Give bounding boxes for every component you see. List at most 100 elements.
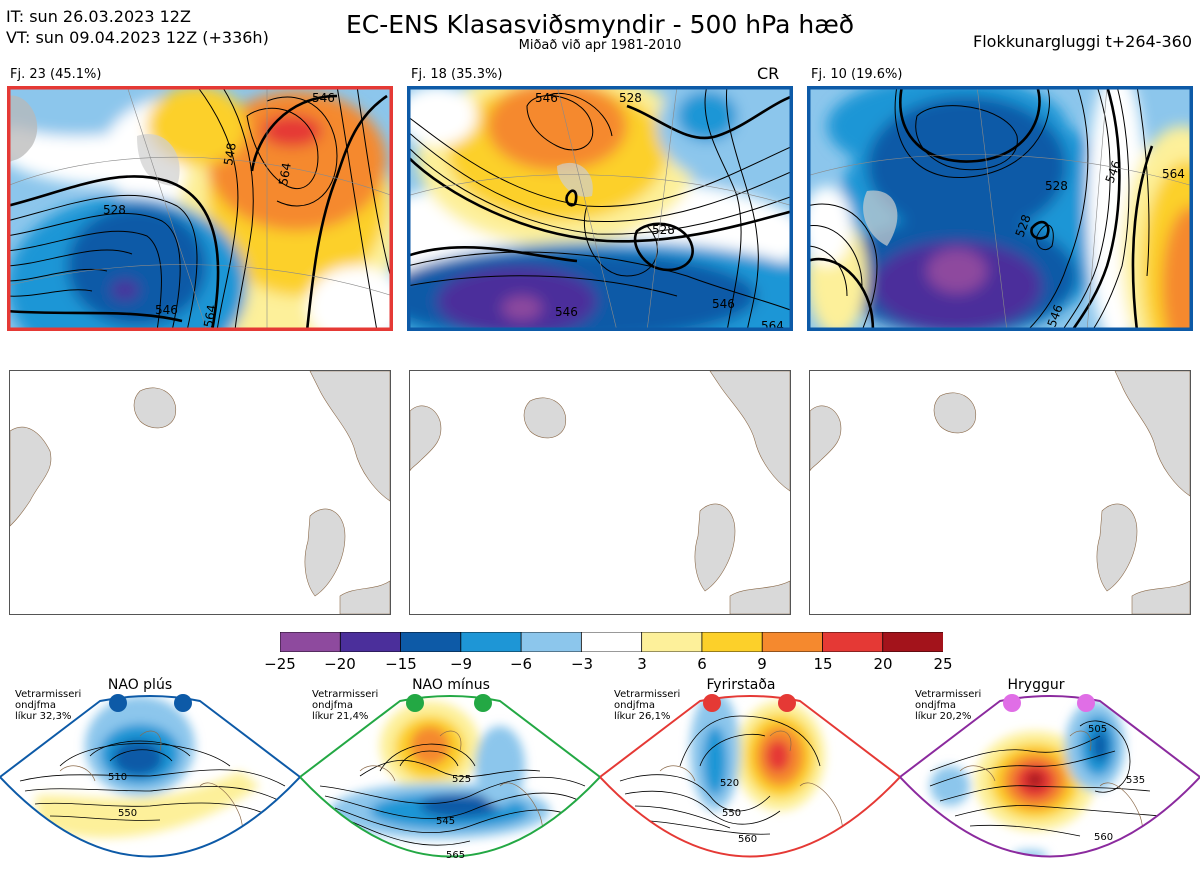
colorbar-tick: −9 bbox=[449, 655, 473, 673]
cluster-1-land-map[interactable] bbox=[9, 370, 391, 615]
colorbar-swatch bbox=[641, 631, 703, 653]
regime-blocking-dot-right bbox=[778, 694, 796, 712]
regime-nao-minus[interactable]: 525 545 565 bbox=[298, 676, 602, 871]
colorbar-swatch bbox=[701, 631, 764, 653]
colorbar-swatch bbox=[400, 631, 462, 653]
regime-blocking-prob: Vetrarmisseri ondjfma líkur 26,1% bbox=[614, 689, 680, 722]
contour-label: 546 bbox=[312, 91, 335, 105]
regime-nao-plus[interactable]: 510 550 bbox=[0, 676, 302, 871]
colorbar-swatch bbox=[882, 631, 944, 653]
valid-time: VT: sun 09.04.2023 12Z (+336h) bbox=[6, 28, 269, 47]
regime-season: Vetrarmisseri bbox=[312, 689, 379, 700]
regime-blocking-border bbox=[598, 695, 902, 858]
regime-ridge-name: Hryggur bbox=[1007, 677, 1065, 693]
colorbar-tick: 9 bbox=[757, 655, 767, 673]
regime-level: ondjfma bbox=[915, 700, 956, 711]
colorbar-tick: 25 bbox=[933, 655, 953, 673]
classification-window: Flokkunargluggi t+264-360 bbox=[973, 32, 1192, 51]
cluster-3-map[interactable]: 528 528 546 564 546 bbox=[807, 86, 1193, 331]
regime-contour-label: 545 bbox=[436, 816, 455, 827]
cluster-1-map[interactable]: 528 546 546 548 564 564 bbox=[7, 86, 393, 331]
colorbar-tick: 3 bbox=[637, 655, 647, 673]
init-time: IT: sun 26.03.2023 12Z bbox=[6, 7, 191, 26]
contour-label: 546 bbox=[155, 303, 178, 317]
regime-contour-label: 520 bbox=[720, 778, 739, 789]
regime-nao-plus-prob: Vetrarmisseri ondjfma líkur 32,3% bbox=[15, 689, 81, 722]
regime-contour-label: 505 bbox=[1088, 724, 1107, 735]
regime-nao-minus-border bbox=[298, 695, 602, 858]
regime-contour-label: 560 bbox=[738, 834, 757, 845]
regime-probability: líkur 21,4% bbox=[312, 711, 369, 722]
colorbar-swatch bbox=[460, 631, 522, 653]
cluster-1-label: Fj. 23 (45.1%) bbox=[10, 67, 102, 82]
colorbar-tick: −15 bbox=[385, 655, 417, 673]
cluster-2-land-map[interactable] bbox=[409, 370, 791, 615]
regime-level: ondjfma bbox=[15, 700, 56, 711]
regime-contour-label: 535 bbox=[1126, 775, 1145, 786]
colorbar-tick: 20 bbox=[873, 655, 893, 673]
colorbar-tick: −3 bbox=[570, 655, 594, 673]
contour-label: 528 bbox=[1045, 179, 1068, 193]
contour-label: 546 bbox=[712, 297, 735, 311]
contour-label: 528 bbox=[619, 91, 642, 105]
page-subtitle: Miðað við apr 1981-2010 bbox=[518, 38, 682, 53]
regime-ridge-prob: Vetrarmisseri ondjfma líkur 20,2% bbox=[915, 689, 981, 722]
regime-nao-plus-name: NAO plús bbox=[107, 677, 173, 693]
contour-label: 528 bbox=[103, 203, 126, 217]
contour-label: 564 bbox=[276, 162, 294, 187]
colorbar-tick: −25 bbox=[264, 655, 296, 673]
regime-probability: líkur 20,2% bbox=[915, 711, 972, 722]
regime-ridge[interactable]: 505 535 560 bbox=[898, 676, 1200, 871]
contour-label: 564 bbox=[1162, 167, 1185, 181]
colorbar-tick: −6 bbox=[509, 655, 533, 673]
colorbar-swatch bbox=[279, 631, 342, 653]
regime-contour-label: 565 bbox=[446, 850, 465, 861]
regime-ridge-dot-left bbox=[1003, 694, 1021, 712]
regime-probability: líkur 26,1% bbox=[614, 711, 671, 722]
colorbar-tick: 6 bbox=[697, 655, 707, 673]
contour-label: 546 bbox=[555, 305, 578, 319]
regime-ridge-dot-right bbox=[1077, 694, 1095, 712]
regime-blocking[interactable]: 520 550 560 bbox=[598, 676, 902, 871]
regime-nao-plus-dot-right bbox=[174, 694, 192, 712]
regime-contour-label: 550 bbox=[118, 808, 137, 819]
colorbar-swatch bbox=[520, 631, 583, 653]
contour-label: 564 bbox=[201, 304, 219, 329]
regime-ridge-border bbox=[898, 695, 1200, 858]
cluster-3-land-map[interactable] bbox=[809, 370, 1191, 615]
regime-level: ondjfma bbox=[614, 700, 655, 711]
page-title: EC-ENS Klasasviðsmyndir - 500 hPa hæð bbox=[345, 10, 855, 39]
regime-season: Vetrarmisseri bbox=[915, 689, 982, 700]
contour-label: 546 bbox=[535, 91, 558, 105]
regime-contour-label: 560 bbox=[1094, 832, 1113, 843]
cluster-3-border bbox=[807, 86, 1193, 331]
regime-blocking-dot-left bbox=[703, 694, 721, 712]
cluster-2-label: Fj. 18 (35.3%) bbox=[411, 67, 503, 82]
regime-season: Vetrarmisseri bbox=[15, 689, 82, 700]
colorbar-swatch bbox=[761, 631, 824, 653]
cluster-1-border bbox=[7, 86, 393, 331]
regime-probability: líkur 32,3% bbox=[15, 711, 72, 722]
regime-contour-label: 550 bbox=[722, 808, 741, 819]
cluster-2-border bbox=[407, 86, 793, 331]
regime-nao-minus-name: NAO mínus bbox=[412, 677, 490, 693]
colorbar-tick: 15 bbox=[813, 655, 833, 673]
cluster-3-label: Fj. 10 (19.6%) bbox=[811, 67, 903, 82]
regime-contour-label: 510 bbox=[108, 772, 127, 783]
colorbar-swatch bbox=[822, 631, 884, 653]
contour-label: 528 bbox=[652, 223, 675, 237]
regime-blocking-name: Fyrirstaða bbox=[706, 677, 776, 693]
header-times: IT: sun 26.03.2023 12Z VT: sun 09.04.202… bbox=[6, 6, 269, 48]
regime-nao-plus-dot-left bbox=[109, 694, 127, 712]
regime-nao-minus-dot-left bbox=[406, 694, 424, 712]
regime-contour-label: 525 bbox=[452, 774, 471, 785]
contour-label: 548 bbox=[221, 142, 239, 167]
cluster-2-cr-tag: CR bbox=[757, 64, 780, 83]
regime-nao-plus-border bbox=[0, 695, 302, 858]
colorbar-tick: −20 bbox=[324, 655, 356, 673]
regime-nao-minus-prob: Vetrarmisseri ondjfma líkur 21,4% bbox=[312, 689, 378, 722]
colorbar-swatch bbox=[339, 631, 402, 653]
cluster-2-map[interactable]: 546 528 528 546 546 564 bbox=[407, 86, 793, 331]
regime-season: Vetrarmisseri bbox=[614, 689, 681, 700]
regime-level: ondjfma bbox=[312, 700, 353, 711]
